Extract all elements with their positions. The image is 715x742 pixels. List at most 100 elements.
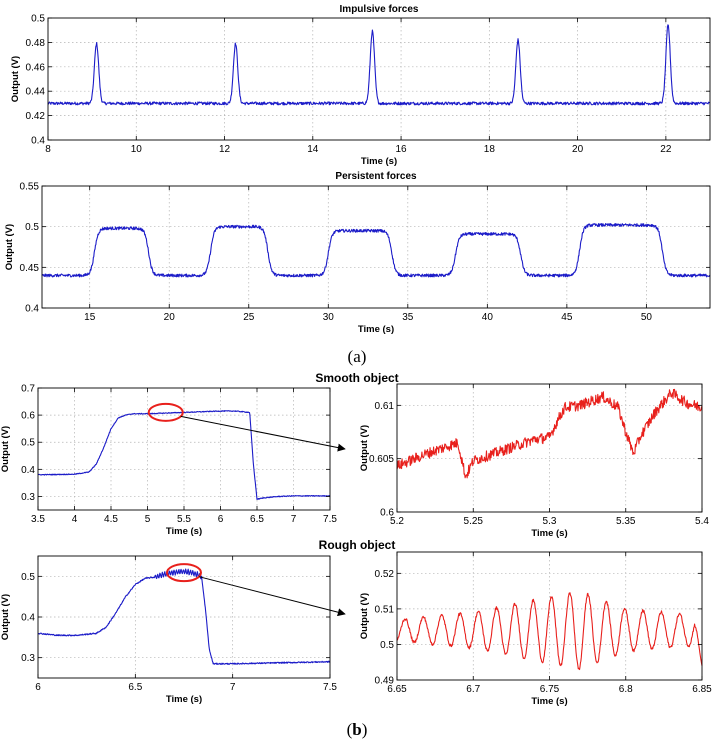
- x-tick-label: 6.5: [128, 682, 142, 693]
- x-tick-label: 6.65: [387, 684, 407, 695]
- chart-impulsive: 8 10 12 14 16 18 20 22 0.4 0.42 0.44 0.46 0.48 0.5 Tim…: [10, 4, 711, 167]
- chart-title: Persistent forces: [335, 171, 417, 182]
- y-tick-label: 0.5: [21, 572, 35, 583]
- y-tick-label: 0.7: [21, 384, 35, 395]
- y-tick-label: 0.51: [375, 604, 395, 615]
- x-tick-label: 14: [307, 144, 319, 155]
- chart-smooth_full: 3.5 4 4.5 5 5.5 6 6.5 7 7.5 0.3 0.4 0.5 0.6 0.7 Time (…: [0, 371, 399, 537]
- plots-layer: 8 10 12 14 16 18 20 220.40.420.440.460.480.5Tim…: [0, 4, 712, 707]
- x-tick-label: 20: [164, 312, 176, 323]
- x-tick-label: 7.5: [323, 682, 337, 693]
- y-tick-label: 0.4: [21, 613, 35, 624]
- zoom-ellipse: [147, 402, 184, 422]
- x-tick-label: 7.5: [323, 514, 337, 525]
- plot-frame: [47, 17, 711, 141]
- series-line-rough_full: [37, 568, 331, 665]
- x-tick-label: 5.35: [616, 516, 636, 527]
- x-axis-label: Time (s): [531, 528, 567, 539]
- y-tick-label: 0.5: [380, 640, 394, 651]
- x-tick-label: 5.3: [543, 516, 557, 527]
- series-line-impulsive: [47, 24, 711, 106]
- x-tick-label: 20: [572, 144, 584, 155]
- chart-rough_full: 6 6.5 7 7.5 0.3 0.4 0.5 Time (s) Output (V) Rough…: [0, 538, 395, 705]
- x-tick-label: 35: [402, 312, 414, 323]
- y-tick-label: 0.3: [21, 492, 35, 503]
- x-tick-label: 15: [84, 312, 96, 323]
- y-tick-label: 0.45: [20, 263, 40, 274]
- y-tick-label: 0.55: [20, 182, 40, 193]
- series-line-persistent: [41, 223, 711, 278]
- x-tick-label: 7: [291, 514, 297, 525]
- x-axis-label: Time (s): [166, 694, 202, 705]
- chart-title: Rough object: [319, 538, 396, 552]
- x-tick-label: 30: [323, 312, 335, 323]
- chart-title: Impulsive forces: [340, 4, 419, 15]
- x-tick-label: 10: [131, 144, 143, 155]
- x-tick-label: 25: [243, 312, 255, 323]
- series-line-rough_zoom: [396, 592, 703, 671]
- y-tick-label: 0.4: [21, 465, 35, 476]
- y-tick-label: 0.61: [375, 401, 395, 412]
- y-tick-label: 0.5: [31, 14, 45, 25]
- y-tick-label: 0.4: [31, 136, 45, 147]
- y-axis-label: Output (V): [359, 593, 370, 639]
- x-tick-label: 22: [660, 144, 672, 155]
- x-axis-label: Time (s): [166, 526, 202, 537]
- x-axis-label: Time (s): [358, 324, 394, 335]
- y-tick-label: 0.6: [21, 411, 35, 422]
- x-tick-label: 5.4: [695, 516, 709, 527]
- chart-title: Smooth object: [315, 371, 398, 385]
- x-tick-label: 16: [396, 144, 408, 155]
- x-tick-label: 18: [484, 144, 496, 155]
- x-tick-label: 12: [219, 144, 231, 155]
- zoom-arrow: [198, 576, 346, 617]
- x-tick-label: 45: [561, 312, 573, 323]
- series-line-smooth_full: [37, 410, 331, 501]
- y-axis-label: Output (V): [0, 594, 11, 640]
- x-tick-label: 3.5: [31, 514, 45, 525]
- x-tick-label: 5.2: [390, 516, 404, 527]
- chart-smooth_zoom: 5.2 5.25 5.3 5.35 5.4 0.6 0.605 0.61 Time (s) Out…: [359, 383, 709, 539]
- zoom-ellipse: [166, 563, 202, 583]
- y-tick-label: 0.44: [26, 87, 46, 98]
- x-tick-label: 6.75: [540, 684, 560, 695]
- y-tick-label: 0.52: [375, 569, 395, 580]
- y-tick-label: 0.3: [21, 653, 35, 664]
- x-tick-label: 5.25: [464, 516, 484, 527]
- y-tick-label: 0.48: [26, 38, 46, 49]
- x-axis-label: Time (s): [531, 696, 567, 707]
- x-tick-label: 7: [230, 682, 236, 693]
- x-tick-label: 5.5: [177, 514, 191, 525]
- overlay-layer: [147, 402, 346, 617]
- x-tick-label: 6.8: [619, 684, 633, 695]
- zoom-arrow: [180, 415, 346, 452]
- y-axis-label: Output (V): [4, 224, 15, 270]
- x-tick-label: 6: [218, 514, 224, 525]
- y-axis-label: Output (V): [10, 56, 21, 102]
- x-tick-label: 6.5: [250, 514, 264, 525]
- plot-frame: [41, 185, 711, 309]
- y-axis-label: Output (V): [0, 426, 11, 472]
- y-tick-label: 0.5: [21, 438, 35, 449]
- y-tick-label: 0.42: [26, 111, 46, 122]
- x-tick-label: 4: [72, 514, 78, 525]
- y-tick-label: 0.605: [369, 454, 394, 465]
- x-tick-label: 6.85: [692, 684, 712, 695]
- y-tick-label: 0.6: [380, 508, 394, 519]
- y-tick-label: 0.5: [25, 222, 39, 233]
- x-tick-label: 6: [35, 682, 41, 693]
- x-tick-label: 6.7: [466, 684, 480, 695]
- x-tick-label: 40: [482, 312, 494, 323]
- y-axis-label: Output (V): [359, 425, 370, 471]
- x-tick-label: 8: [45, 144, 51, 155]
- y-tick-label: 0.49: [375, 676, 395, 687]
- x-axis-label: Time (s): [361, 156, 397, 167]
- series-line-smooth_zoom: [396, 388, 703, 479]
- chart-persistent: 15 20 25 30 35 40 45 50 0.4 0.45 0.5 0.55 Time (s) Ou…: [4, 171, 711, 335]
- x-tick-label: 5: [145, 514, 151, 525]
- y-tick-label: 0.46: [26, 62, 46, 73]
- chart-rough_zoom: 6.65 6.7 6.75 6.8 6.85 0.49 0.5 0.51 0.52 Time (s…: [359, 551, 712, 707]
- y-tick-label: 0.4: [25, 304, 39, 315]
- x-tick-label: 50: [641, 312, 653, 323]
